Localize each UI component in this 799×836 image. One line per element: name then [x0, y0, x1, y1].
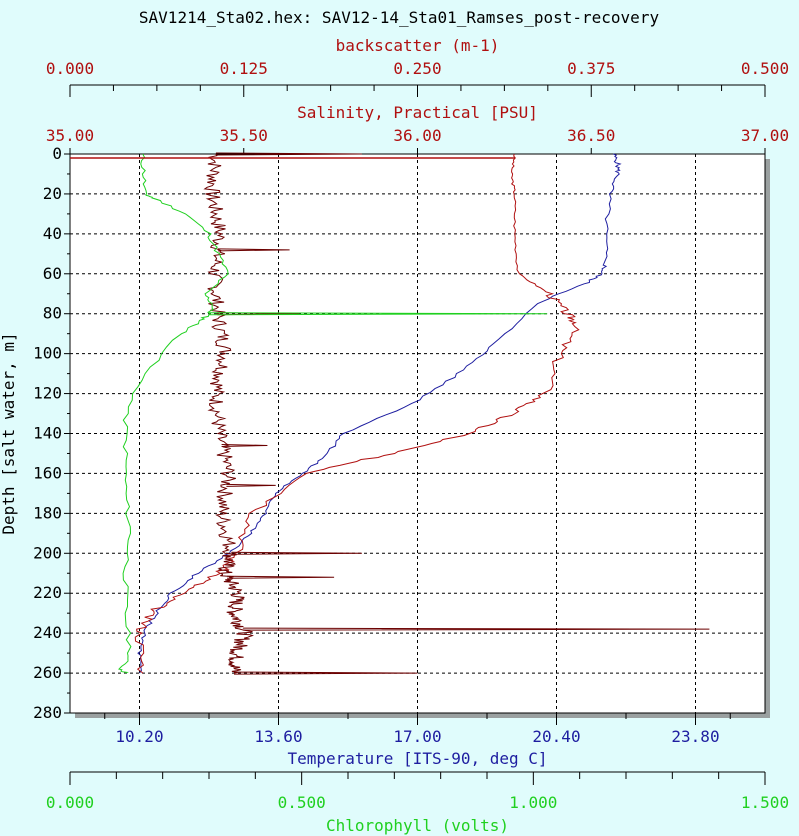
- backscatter-spike: [231, 551, 362, 555]
- y-tick-label: 280: [33, 703, 62, 722]
- backscatter-spike: [226, 483, 276, 487]
- y-tick-label: 220: [33, 583, 62, 602]
- temperature-axis-title: Temperature [ITS-90, deg C]: [287, 749, 547, 768]
- salinity-tick-label: 35.50: [220, 126, 268, 145]
- y-tick-label: 200: [33, 543, 62, 562]
- y-tick-label: 100: [33, 344, 62, 363]
- backscatter-spike: [242, 627, 710, 631]
- salinity-axis-title: Salinity, Practical [PSU]: [297, 103, 538, 122]
- salinity-series-line: [134, 153, 580, 674]
- y-tick-label: 140: [33, 424, 62, 443]
- backscatter-tick-label: 0.125: [220, 59, 268, 78]
- chlorophyll-tick-label: 0.500: [278, 793, 326, 812]
- backscatter-tick-label: 0.250: [393, 59, 441, 78]
- temperature-tick-label: 17.00: [393, 727, 441, 746]
- y-tick-label: 20: [43, 184, 62, 203]
- salinity-tick-label: 36.00: [393, 126, 441, 145]
- y-axis-label: Depth [salt water, m]: [0, 332, 18, 534]
- y-tick-label: 120: [33, 384, 62, 403]
- chart-title: SAV1214_Sta02.hex: SAV12-14_Sta01_Ramses…: [139, 8, 660, 27]
- salinity-tick-label: 35.00: [46, 126, 94, 145]
- plot-area: 0 20 40 60 80 100 120 140 160 180 200 220 240 260 280 D…: [0, 36, 789, 835]
- y-tick-label: 260: [33, 663, 62, 682]
- backscatter-spike: [217, 248, 290, 252]
- salinity-tick-label: 37.00: [741, 126, 789, 145]
- backscatter-tick-label: 0.375: [567, 59, 615, 78]
- salinity-tick-label: 36.50: [567, 126, 615, 145]
- chlorophyll-tick-label: 1.000: [509, 793, 557, 812]
- chlorophyll-tick-label: 0.000: [46, 793, 94, 812]
- temperature-tick-label: 23.80: [671, 727, 719, 746]
- chlorophyll-series-line: [118, 153, 229, 674]
- y-tick-label: 160: [33, 463, 62, 482]
- temperature-series-line: [137, 153, 622, 674]
- backscatter-series-line: [203, 153, 254, 674]
- backscatter-tick-label: 0.000: [46, 59, 94, 78]
- backscatter-spike: [221, 443, 268, 447]
- y-tick-label: 60: [43, 264, 62, 283]
- y-tick-label: 240: [33, 623, 62, 642]
- temperature-tick-label: 13.60: [254, 727, 302, 746]
- temperature-tick-label: 10.20: [115, 727, 163, 746]
- y-tick-label: 40: [43, 224, 62, 243]
- y-tick-label: 0: [52, 144, 62, 163]
- chlorophyll-tick-label: 1.500: [741, 793, 789, 812]
- y-tick-label: 80: [43, 304, 62, 323]
- backscatter-axis-title: backscatter (m-1): [336, 36, 500, 55]
- backscatter-spike: [233, 671, 418, 675]
- backscatter-tick-label: 0.500: [741, 59, 789, 78]
- chlorophyll-axis-title: Chlorophyll (volts): [326, 816, 509, 835]
- backscatter-spike: [227, 575, 335, 579]
- temperature-tick-label: 20.40: [532, 727, 580, 746]
- chlorophyll-spike: [208, 312, 548, 316]
- y-tick-label: 180: [33, 503, 62, 522]
- backscatter-spike: [215, 152, 362, 156]
